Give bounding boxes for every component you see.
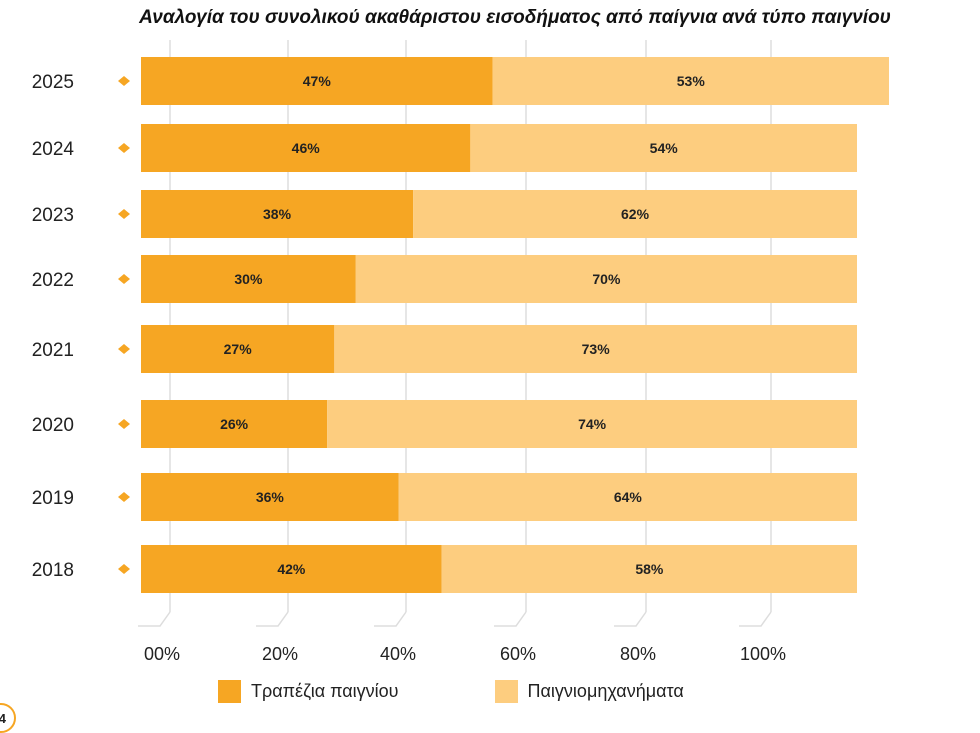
legend-label-table-games: Τραπέζια παιγνίου — [251, 681, 399, 701]
row-marker-2020 — [118, 419, 130, 429]
grid-hook-5 — [739, 611, 772, 627]
legend-label-slot-machines: Παιγνιομηχανήματα — [527, 681, 684, 701]
labels-layer: 2025 47% 53% 2024 46% 54% 2023 38% 62% 2022 30% 70%… — [32, 72, 706, 581]
bar-table-games-2023 — [141, 190, 414, 238]
row-marker-2024 — [118, 143, 130, 153]
bar-slot-machines-2020 — [327, 400, 857, 448]
year-label-2018: 2018 — [32, 560, 74, 581]
bar-table-games-2018 — [141, 545, 442, 593]
year-label-2019: 2019 — [32, 488, 74, 509]
x-axis: 00% 20% 40% 60% 80% 100% — [144, 644, 786, 664]
data-label-slot-machines-2018: 58% — [635, 561, 664, 577]
grid-hook-4 — [614, 611, 647, 627]
bar-table-games-2020 — [141, 400, 328, 448]
bar-table-games-2019 — [141, 473, 399, 521]
data-label-table-games-2020: 26% — [220, 416, 249, 432]
data-label-table-games-2019: 36% — [256, 489, 285, 505]
bar-slot-machines-2019 — [398, 473, 857, 521]
chart-title: Αναλογία του συνολικού ακαθάριστου εισοδ… — [139, 7, 891, 28]
bar-table-games-2024 — [141, 124, 471, 172]
bar-slot-machines-2022 — [355, 255, 857, 303]
data-label-slot-machines-2024: 54% — [650, 140, 679, 156]
bar-slot-machines-2018 — [441, 545, 857, 593]
grid-hook-2 — [374, 611, 407, 627]
legend-swatch-slot-machines — [494, 680, 518, 703]
legend: Τραπέζια παιγνίου Παιγνιομηχανήματα — [218, 680, 684, 703]
data-label-slot-machines-2021: 73% — [582, 341, 611, 357]
data-label-slot-machines-2025: 53% — [677, 73, 706, 89]
x-tick-label-0: 00% — [144, 644, 180, 664]
year-label-2023: 2023 — [32, 205, 74, 226]
data-label-slot-machines-2020: 74% — [578, 416, 607, 432]
x-tick-label-1: 20% — [262, 644, 298, 664]
legend-swatch-table-games — [218, 680, 241, 703]
row-marker-2018 — [118, 564, 130, 574]
x-tick-label-5: 100% — [740, 644, 786, 664]
row-marker-2025 — [118, 76, 130, 86]
x-tick-label-2: 40% — [380, 644, 416, 664]
data-label-table-games-2024: 46% — [292, 140, 321, 156]
bar-slot-machines-2025 — [492, 57, 889, 105]
bar-table-games-2025 — [141, 57, 493, 105]
year-label-2022: 2022 — [32, 270, 74, 291]
legend-item-slot-machines: Παιγνιομηχανήματα — [494, 680, 684, 703]
legend-item-table-games: Τραπέζια παιγνίου — [218, 680, 399, 703]
row-marker-2019 — [118, 492, 130, 502]
year-label-2024: 2024 — [32, 139, 75, 160]
data-label-slot-machines-2019: 64% — [614, 489, 643, 505]
bar-slot-machines-2024 — [470, 124, 857, 172]
bar-table-games-2022 — [141, 255, 356, 303]
data-label-table-games-2025: 47% — [303, 73, 332, 89]
bar-table-games-2021 — [141, 325, 335, 373]
grid-hook-3 — [494, 611, 527, 627]
data-label-table-games-2021: 27% — [224, 341, 253, 357]
data-label-table-games-2018: 42% — [277, 561, 306, 577]
grid-hook-1 — [256, 611, 289, 627]
x-tick-label-4: 80% — [620, 644, 656, 664]
year-label-2025: 2025 — [32, 72, 74, 93]
grid-hook-0 — [138, 611, 171, 627]
data-label-table-games-2022: 30% — [234, 271, 263, 287]
bars-layer — [141, 57, 889, 593]
data-label-slot-machines-2023: 62% — [621, 206, 650, 222]
year-label-2021: 2021 — [32, 340, 74, 361]
year-label-2020: 2020 — [32, 415, 74, 436]
row-marker-2022 — [118, 274, 130, 284]
data-label-table-games-2023: 38% — [263, 206, 292, 222]
x-tick-label-3: 60% — [500, 644, 536, 664]
data-label-slot-machines-2022: 70% — [592, 271, 621, 287]
row-marker-2021 — [118, 344, 130, 354]
bar-slot-machines-2023 — [413, 190, 857, 238]
row-marker-2023 — [118, 209, 130, 219]
bar-slot-machines-2021 — [334, 325, 857, 373]
